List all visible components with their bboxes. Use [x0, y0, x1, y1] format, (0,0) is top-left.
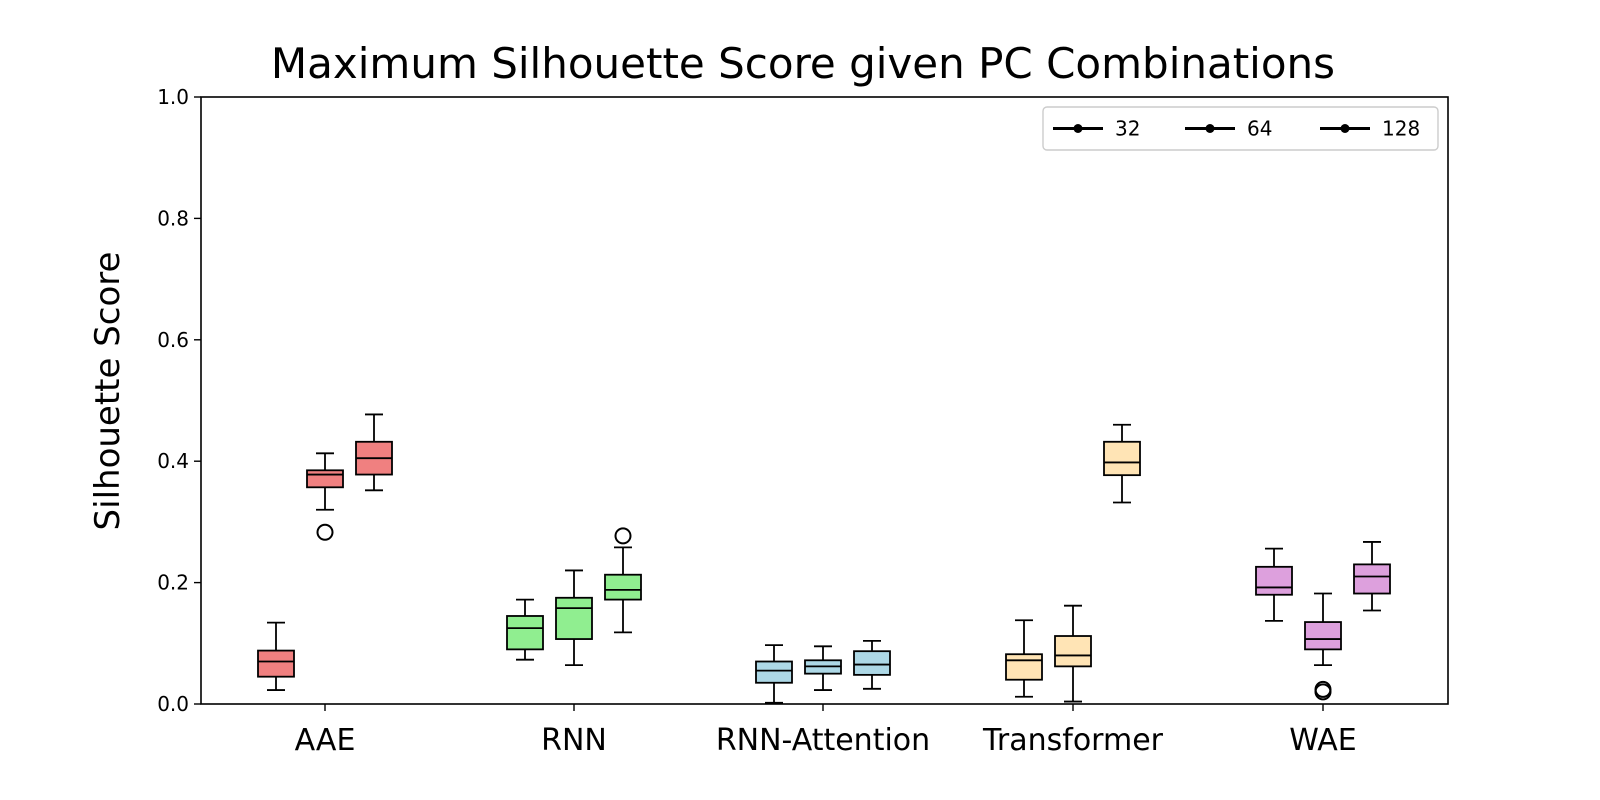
- outlier-point: [614, 527, 632, 545]
- x-tick-label: AAE: [295, 723, 356, 758]
- y-tick-label: 0.4: [157, 449, 189, 473]
- box-aae-32: [257, 621, 295, 691]
- box-iqr: [1255, 565, 1293, 596]
- axes-frame: [200, 96, 1449, 705]
- legend-frame: [1042, 106, 1439, 151]
- outlier-point: [1314, 680, 1332, 698]
- legend-dot-marker: [1073, 124, 1083, 133]
- box-wae-32: [1255, 547, 1293, 622]
- box-rnn-64: [555, 569, 593, 667]
- y-tick-label: 0.0: [157, 692, 189, 716]
- box-iqr: [306, 469, 344, 489]
- x-tick-label: WAE: [1289, 723, 1357, 758]
- box-transformer-128: [1103, 423, 1141, 504]
- box-iqr: [1005, 653, 1043, 681]
- box-aae-64: [306, 452, 344, 541]
- y-tick-label: 0.6: [157, 328, 189, 352]
- box-iqr: [1054, 635, 1092, 668]
- box-rnn-attention-64: [804, 645, 842, 691]
- box-wae-128: [1353, 541, 1391, 612]
- legend-entry-label: 32: [1115, 117, 1140, 141]
- y-tick-label: 0.8: [157, 206, 189, 230]
- x-tick-label: Transformer: [982, 723, 1164, 758]
- box-rnn-attention-32: [755, 644, 793, 704]
- chart-title: Maximum Silhouette Score given PC Combin…: [271, 39, 1335, 88]
- box-transformer-32: [1005, 619, 1043, 698]
- box-iqr: [755, 660, 793, 684]
- legend-entry-label: 128: [1382, 117, 1420, 141]
- box-transformer-64: [1054, 604, 1092, 703]
- box-iqr: [1103, 440, 1141, 477]
- box-iqr: [1304, 621, 1342, 651]
- legend: 32 64 128: [1042, 106, 1439, 151]
- box-iqr: [257, 649, 295, 678]
- box-rnn-attention-128: [853, 639, 891, 690]
- box-rnn-128: [604, 527, 642, 634]
- box-rnn-32: [506, 598, 544, 661]
- y-tick-label: 0.2: [157, 571, 189, 595]
- legend-entry-label: 64: [1247, 117, 1272, 141]
- x-tick-label: RNN: [541, 723, 607, 758]
- x-tick-label: RNN-Attention: [716, 723, 930, 758]
- legend-dot-marker: [1340, 124, 1350, 133]
- box-iqr: [604, 573, 642, 601]
- box-wae-64: [1304, 592, 1342, 701]
- outlier-point: [316, 523, 334, 541]
- y-axis-label: Silhouette Score: [88, 252, 128, 531]
- box-iqr: [1353, 563, 1391, 595]
- legend-dot-marker: [1205, 124, 1215, 133]
- box-iqr: [506, 615, 544, 651]
- plot-area: 0.0 0.2 0.4 0.6 0.8 1.0 AAE RNN RNN-Attention Tra…: [157, 85, 1449, 758]
- box-iqr: [853, 650, 891, 676]
- box-aae-128: [355, 413, 393, 492]
- box-iqr: [555, 596, 593, 640]
- y-tick-label: 1.0: [157, 85, 189, 109]
